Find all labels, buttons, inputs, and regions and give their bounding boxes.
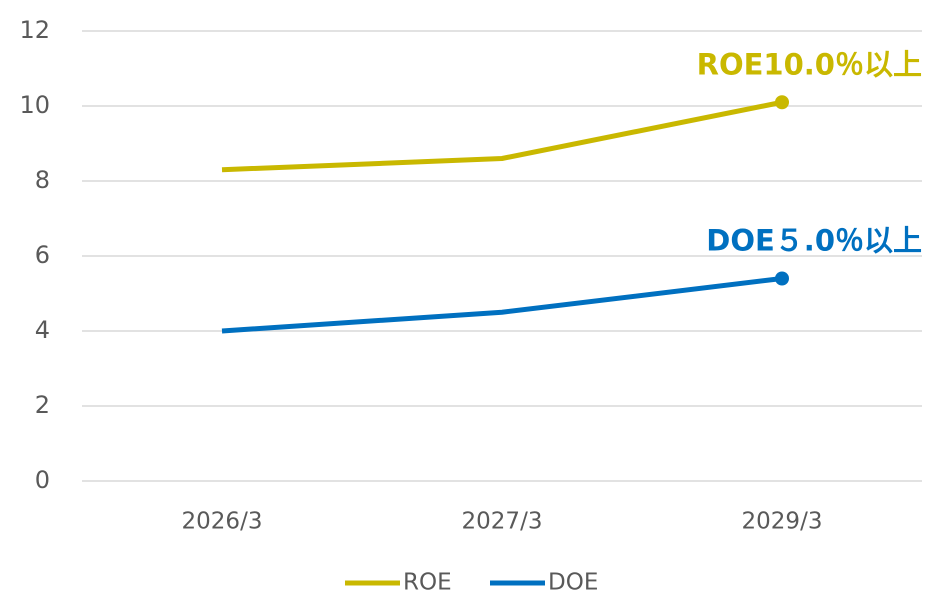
end-marker <box>775 271 789 286</box>
legend-label: ROE <box>403 570 452 596</box>
y-tick-label: 4 <box>35 316 50 344</box>
x-tick-label: 2026/3 <box>182 509 263 535</box>
x-tick-label: 2027/3 <box>462 509 543 535</box>
y-tick-label: 10 <box>19 91 50 119</box>
legend-label: DOE <box>548 570 598 596</box>
x-tick-label: 2029/3 <box>742 509 823 535</box>
annotation: DOE５.0％以上 <box>706 224 922 258</box>
y-tick-label: 2 <box>35 391 50 419</box>
y-tick-label: 12 <box>19 16 50 44</box>
y-tick-label: 6 <box>35 241 50 269</box>
line <box>221 276 783 334</box>
annotation: ROE10.0％以上 <box>697 47 922 81</box>
line <box>221 99 783 173</box>
y-tick-label: 8 <box>35 166 50 194</box>
end-marker <box>775 95 789 110</box>
y-tick-label: 0 <box>35 466 50 494</box>
